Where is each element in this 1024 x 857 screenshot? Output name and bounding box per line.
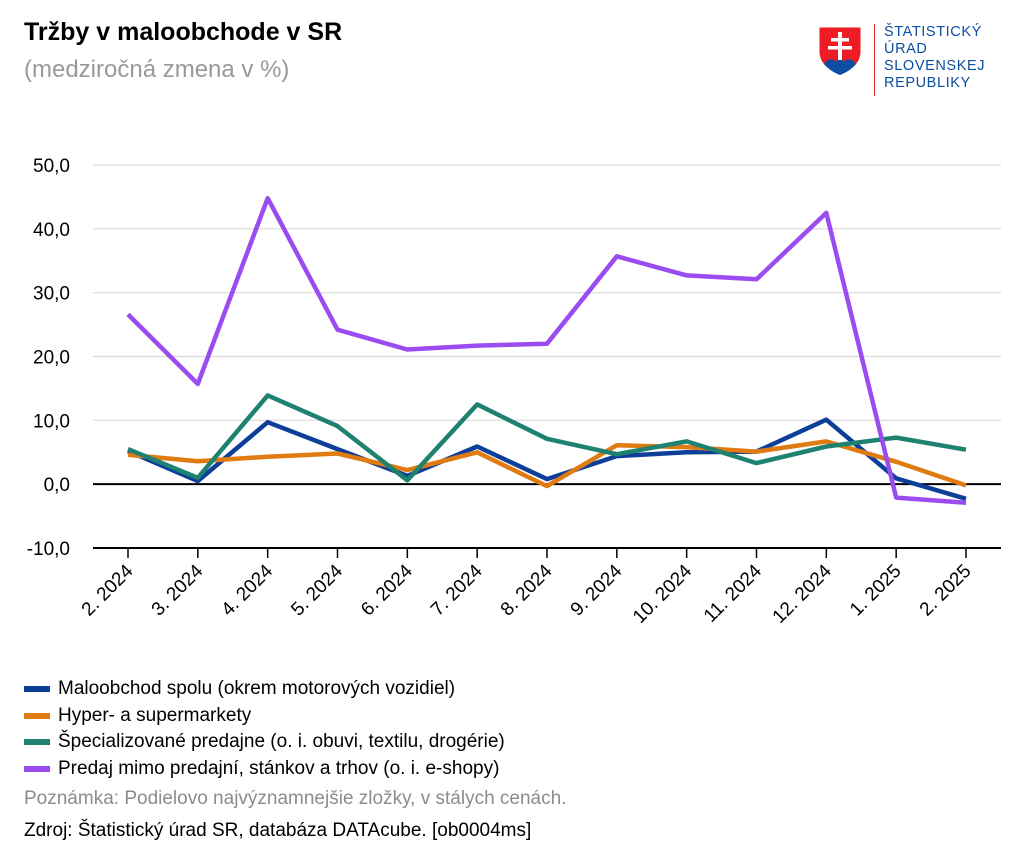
logo-text: ŠTATISTICKÝ ÚRAD SLOVENSKEJ REPUBLIKY xyxy=(884,24,985,92)
legend-label-specialized: Špecializované predajne (o. i. obuvi, te… xyxy=(58,731,505,753)
x-tick-label: 6. 2024 xyxy=(357,560,417,620)
x-tick-label: 4. 2024 xyxy=(218,560,278,620)
logo-line-1: ŠTATISTICKÝ xyxy=(884,24,982,40)
legend-swatch-total xyxy=(24,686,50,693)
logo-line-4: REPUBLIKY xyxy=(884,75,971,91)
legend-item: Špecializované predajne (o. i. obuvi, te… xyxy=(24,729,505,756)
y-tick-label: 10,0 xyxy=(33,411,70,432)
y-tick-label: 30,0 xyxy=(33,284,70,305)
legend-label-hyper: Hyper- a supermarkety xyxy=(58,704,252,726)
logo: ŠTATISTICKÝ ÚRAD SLOVENSKEJ REPUBLIKY xyxy=(818,24,1008,98)
x-tick-label: 10. 2024 xyxy=(629,560,696,627)
x-tick-label: 12. 2024 xyxy=(769,560,836,627)
y-tick-label: 0,0 xyxy=(44,475,70,496)
legend-swatch-specialized xyxy=(24,739,50,746)
legend-label-total: Maloobchod spolu (okrem motorových vozid… xyxy=(58,678,456,700)
x-tick-label: 5. 2024 xyxy=(287,560,347,620)
series-line-total xyxy=(127,417,967,501)
x-tick-label: 2. 2025 xyxy=(916,561,976,621)
x-tick-label: 8. 2024 xyxy=(497,560,557,620)
series-line-eshop xyxy=(126,195,967,505)
series-line-specialized xyxy=(127,393,967,483)
x-tick-label: 1. 2025 xyxy=(846,561,906,621)
line-chart: -10,0 0,0 10,0 20,0 30,0 40,0 50,0 2. 2024 3. 2… xyxy=(27,156,1001,628)
logo-line-2: ÚRAD xyxy=(884,41,928,57)
logo-divider xyxy=(874,24,875,96)
legend: Maloobchod spolu (okrem motorových vozid… xyxy=(24,676,505,782)
coat-of-arms-icon xyxy=(818,26,862,76)
x-tick-label: 11. 2024 xyxy=(700,560,766,626)
x-tick-label: 3. 2024 xyxy=(148,560,208,620)
chart-subtitle: (medziročná zmena v %) xyxy=(24,56,290,83)
chart-title: Tržby v maloobchode v SR xyxy=(24,18,343,46)
y-tick-label: 40,0 xyxy=(33,220,70,241)
legend-swatch-eshop xyxy=(24,765,50,772)
legend-label-eshop: Predaj mimo predajní, stánkov a trhov (o… xyxy=(58,757,500,779)
x-tick-label: 2. 2024 xyxy=(78,560,138,620)
series-line-hyper xyxy=(127,439,967,489)
legend-swatch-hyper xyxy=(24,712,50,719)
y-tick-label: 20,0 xyxy=(33,348,70,369)
legend-item: Predaj mimo predajní, stánkov a trhov (o… xyxy=(24,756,505,783)
footnote: Poznámka: Podielovo najvýznamnejšie zlož… xyxy=(24,788,567,809)
y-tick-label: 50,0 xyxy=(33,156,70,177)
y-tick-label: -10,0 xyxy=(27,539,70,560)
x-tick-label: 7. 2024 xyxy=(427,560,487,620)
legend-item: Hyper- a supermarkety xyxy=(24,703,505,730)
source-note: Zdroj: Štatistický úrad SR, databáza DAT… xyxy=(24,820,532,841)
legend-item: Maloobchod spolu (okrem motorových vozid… xyxy=(24,676,505,703)
x-tick-label: 9. 2024 xyxy=(567,560,627,620)
logo-line-3: SLOVENSKEJ xyxy=(884,58,986,74)
